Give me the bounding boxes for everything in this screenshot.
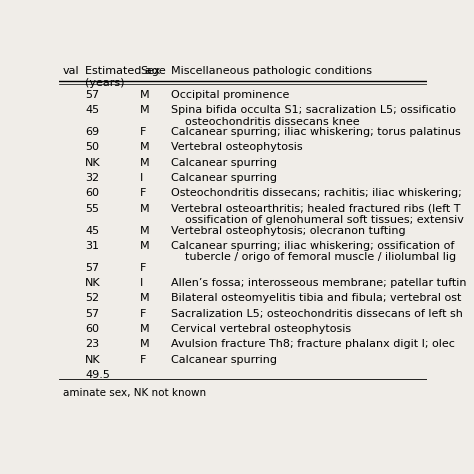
Text: Vertebral osteophytosis: Vertebral osteophytosis (171, 142, 303, 152)
Text: 32: 32 (85, 173, 99, 183)
Text: 45: 45 (85, 105, 99, 115)
Text: F: F (140, 188, 146, 198)
Text: 57: 57 (85, 263, 99, 273)
Text: Calcanear spurring: Calcanear spurring (171, 355, 277, 365)
Text: 52: 52 (85, 293, 99, 303)
Text: Miscellaneous pathologic conditions: Miscellaneous pathologic conditions (171, 66, 372, 76)
Text: Avulsion fracture Th8; fracture phalanx digit I; olec: Avulsion fracture Th8; fracture phalanx … (171, 339, 455, 349)
Text: Bilateral osteomyelitis tibia and fibula; vertebral ost: Bilateral osteomyelitis tibia and fibula… (171, 293, 462, 303)
Text: I: I (140, 278, 143, 288)
Text: 60: 60 (85, 324, 99, 334)
Text: F: F (140, 127, 146, 137)
Text: Calcanear spurring: Calcanear spurring (171, 158, 277, 168)
Text: 49.5: 49.5 (85, 370, 110, 380)
Text: M: M (140, 241, 150, 251)
Text: 31: 31 (85, 241, 99, 251)
Text: 69: 69 (85, 127, 99, 137)
Text: Sacralization L5; osteochondritis dissecans of left sh: Sacralization L5; osteochondritis dissec… (171, 309, 463, 319)
Text: 57: 57 (85, 309, 99, 319)
Text: Osteochondritis dissecans; rachitis; iliac whiskering;: Osteochondritis dissecans; rachitis; ili… (171, 188, 462, 198)
Text: F: F (140, 309, 146, 319)
Text: M: M (140, 105, 150, 115)
Text: M: M (140, 226, 150, 236)
Text: M: M (140, 90, 150, 100)
Text: NK: NK (85, 158, 100, 168)
Text: 23: 23 (85, 339, 99, 349)
Text: M: M (140, 293, 150, 303)
Text: Occipital prominence: Occipital prominence (171, 90, 290, 100)
Text: NK: NK (85, 355, 100, 365)
Text: Vertebral osteophytosis; olecranon tufting: Vertebral osteophytosis; olecranon tufti… (171, 226, 406, 236)
Text: I: I (140, 173, 143, 183)
Text: Allen’s fossa; interosseous membrane; patellar tuftin: Allen’s fossa; interosseous membrane; pa… (171, 278, 467, 288)
Text: Cervical vertebral osteophytosis: Cervical vertebral osteophytosis (171, 324, 351, 334)
Text: 60: 60 (85, 188, 99, 198)
Text: F: F (140, 355, 146, 365)
Text: M: M (140, 158, 150, 168)
Text: 55: 55 (85, 204, 99, 214)
Text: Estimated age
(years): Estimated age (years) (85, 66, 166, 88)
Text: Spina bifida occulta S1; sacralization L5; ossificatio
    osteochondritis disse: Spina bifida occulta S1; sacralization L… (171, 105, 456, 127)
Text: 45: 45 (85, 226, 99, 236)
Text: M: M (140, 204, 150, 214)
Text: M: M (140, 339, 150, 349)
Text: aminate sex, NK not known: aminate sex, NK not known (63, 388, 206, 398)
Text: 50: 50 (85, 142, 99, 152)
Text: val: val (63, 66, 80, 76)
Text: Calcanear spurring; iliac whiskering; ossification of
    tubercle / origo of fe: Calcanear spurring; iliac whiskering; os… (171, 241, 456, 263)
Text: M: M (140, 324, 150, 334)
Text: Sex: Sex (140, 66, 160, 76)
Text: M: M (140, 142, 150, 152)
Text: F: F (140, 263, 146, 273)
Text: Vertebral osteoarthritis; healed fractured ribs (left T
    ossification of glen: Vertebral osteoarthritis; healed fractur… (171, 204, 464, 225)
Text: NK: NK (85, 278, 100, 288)
Text: Calcanear spurring: Calcanear spurring (171, 173, 277, 183)
Text: Calcanear spurring; iliac whiskering; torus palatinus: Calcanear spurring; iliac whiskering; to… (171, 127, 461, 137)
Text: 57: 57 (85, 90, 99, 100)
